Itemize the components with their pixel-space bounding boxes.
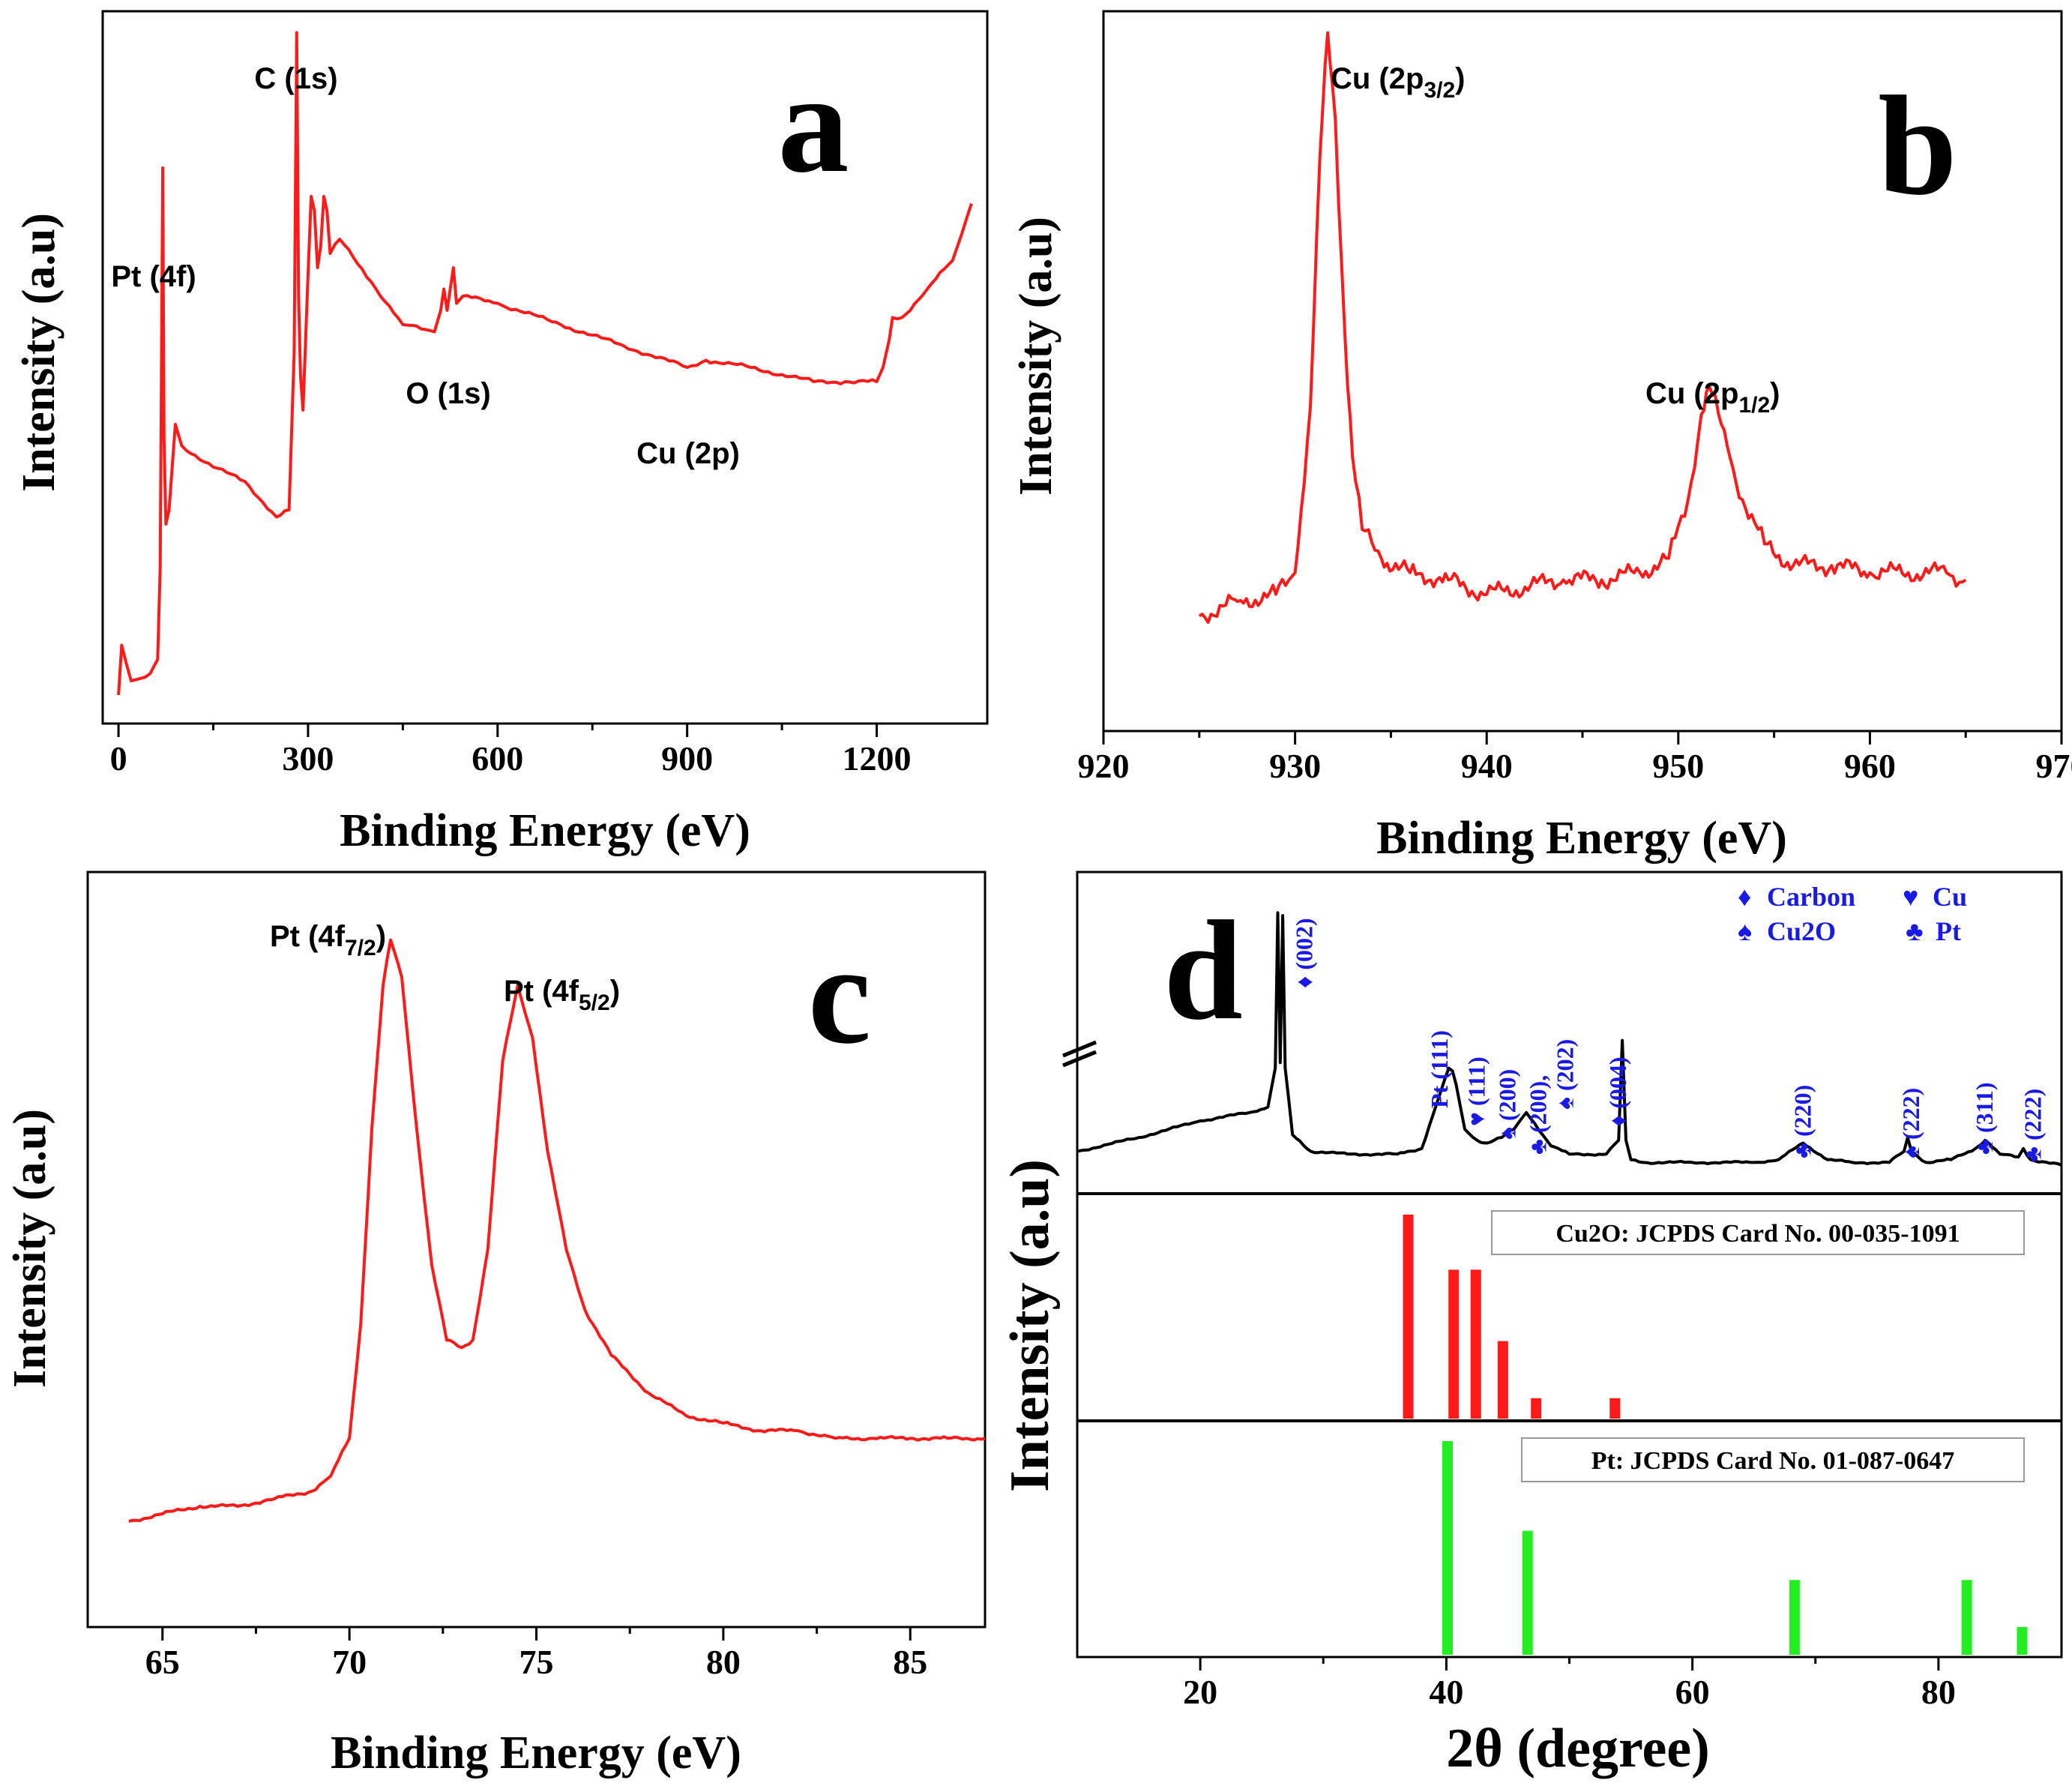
x-tick-label-b-2: 940 [1461, 747, 1513, 785]
x-tick-label-c-1: 70 [332, 1643, 367, 1681]
pt-card-box [1521, 1437, 2025, 1482]
panel-c: 65 70 75 80 85 Binding Energy (eV) Intensity… [4, 871, 987, 1779]
x-tick-label-c-4: 85 [893, 1643, 927, 1681]
panel-c-xlabel: Binding Energy (eV) [331, 1728, 741, 1779]
legend-marker-cu2o: ♠ [1738, 916, 1752, 946]
panel-a: 0 300 600 900 1200 Binding Energy (eV) Inten… [13, 10, 989, 856]
cu2o-ref-bar-5 [1609, 1398, 1621, 1419]
x-tick-label-b-3: 950 [1652, 747, 1704, 785]
hkl-label-10: ♣ (222) [2019, 1089, 2046, 1162]
hkl-marker-heart-icon: ♥ [1463, 1106, 1490, 1126]
x-tick-label-a-0: 0 [110, 739, 127, 778]
panel-d-xlabel: 2θ (degree) [1446, 1718, 1710, 1779]
x-tick-label-c-3: 80 [706, 1643, 741, 1681]
legend-marker-carbon: ♦ [1738, 882, 1751, 912]
legend-label-cu: Cu [1933, 882, 1967, 912]
panel-b-line [1198, 31, 1967, 625]
hkl-marker-spade-icon: ♠ [1897, 1140, 1924, 1158]
x-tick-label-a-2: 600 [472, 739, 523, 778]
x-tick-label-d-3: 80 [1921, 1673, 1956, 1711]
x-tick-label-d-0: 20 [1183, 1673, 1217, 1711]
peak-label-o1s: O (1s) [406, 377, 490, 410]
cu2o-ref-bar-1 [1448, 1269, 1460, 1419]
hkl-label-8: ♠ (222) [1897, 1088, 1924, 1158]
hkl-marker-spade-icon: ♠ [1552, 1091, 1579, 1110]
legend-label-pt: Pt [1936, 916, 1961, 946]
panel-d-legend: ♦ Carbon ♥ Cu ♠ Cu2O ♣ Pt [1738, 882, 1967, 946]
x-tick-label-d-2: 60 [1675, 1673, 1710, 1711]
peak-label-c1s: C (1s) [254, 62, 337, 95]
panel-b-letter: b [1878, 67, 1957, 225]
x-tick-label-a-3: 900 [661, 739, 713, 778]
x-tick-label-c-0: 65 [145, 1643, 180, 1681]
x-tick-label-b-1: 930 [1269, 747, 1321, 785]
panel-a-letter: a [778, 45, 849, 202]
pt-ref-bar-0 [1442, 1441, 1454, 1655]
hkl-marker-diamond-icon: ♦ [1604, 1109, 1631, 1127]
peak-label-cu2p12: Cu (2p1/2) [1645, 377, 1780, 418]
panel-d-xrd-line [1076, 911, 2062, 1167]
panel-d-ylabel: Intensity (a.u) [999, 1159, 1061, 1492]
hkl-marker-club-icon: ♣ [1789, 1137, 1816, 1158]
panel-b-ylabel: Intensity (a.u) [1011, 217, 1061, 496]
panel-c-ylabel: Intensity (a.u) [4, 1109, 55, 1388]
panel-a-xlabel: Binding Energy (eV) [340, 805, 750, 856]
panel-a-line [117, 31, 973, 696]
x-tick-label-c-2: 75 [519, 1643, 554, 1681]
legend-label-carbon: Carbon [1767, 882, 1855, 912]
peak-label-pt4f72: Pt (4f7/2) [270, 920, 386, 960]
peak-label-cu2p32: Cu (2p3/2) [1331, 62, 1465, 103]
cu2o-card-box [1491, 1210, 2025, 1255]
hkl-label-0: ♦ (002) [1291, 918, 1318, 988]
pt-ref-bar-3 [1961, 1580, 1972, 1655]
x-tick-label-b-5: 970 [2036, 747, 2072, 785]
panel-b: 920 930 940 950 960 970 Binding Energy (eV) I… [1011, 10, 2072, 864]
hkl-label-4: ♣ (200), [1525, 1075, 1552, 1155]
axis-break-icon [1062, 1040, 1097, 1068]
peak-label-pt4f: Pt (4f) [111, 260, 196, 293]
pt-ref-bar-4 [2017, 1626, 2028, 1655]
pt-ref-bar-2 [1789, 1580, 1800, 1655]
x-tick-label-a-1: 300 [282, 739, 334, 778]
hkl-marker-spade-icon: ♠ [1493, 1121, 1520, 1140]
legend-label-cu2o: Cu2O [1767, 916, 1836, 946]
hkl-marker-diamond-icon: ♦ [1291, 970, 1318, 988]
hkl-marker-club-icon: ♣ [1971, 1133, 1998, 1155]
legend-marker-cu: ♥ [1903, 882, 1918, 912]
hkl-label-5: ♠ (202) [1552, 1039, 1579, 1110]
hkl-marker-club-icon: ♣ [1525, 1133, 1552, 1155]
panel-d: 20 40 60 80 ♦ (002)Pt (111)♥ (111)♠ (200)♣ … [999, 871, 2063, 1779]
hkl-marker-club-icon: ♣ [2019, 1140, 2046, 1162]
legend-marker-pt: ♣ [1906, 916, 1924, 946]
panel-c-letter: c [808, 916, 871, 1074]
x-tick-label-b-0: 920 [1078, 747, 1130, 785]
hkl-label-1: Pt (111) [1426, 1030, 1453, 1108]
hkl-label-2: ♥ (111) [1463, 1056, 1490, 1126]
pt-ref-bar-1 [1522, 1530, 1533, 1655]
cu2o-card-label: Cu2O: JCPDS Card No. 00-035-1091 [1555, 1220, 1960, 1248]
hkl-label-9: ♣ (311) [1971, 1082, 1998, 1155]
panel-b-xlabel: Binding Energy (eV) [1376, 813, 1787, 864]
panel-c-line [128, 938, 986, 1523]
x-tick-label-b-4: 960 [1844, 747, 1896, 785]
cu2o-ref-bar-2 [1470, 1269, 1481, 1419]
panel-d-letter: d [1163, 892, 1243, 1050]
hkl-label-6: ♦ (004) [1604, 1056, 1631, 1127]
peak-label-pt4f52: Pt (4f5/2) [504, 975, 620, 1015]
x-tick-label-d-1: 40 [1429, 1673, 1463, 1711]
cu2o-ref-bar-0 [1403, 1215, 1414, 1419]
cu2o-ref-bar-3 [1497, 1341, 1508, 1419]
hkl-label-3: ♠ (200) [1493, 1069, 1520, 1140]
panel-a-frame [101, 10, 989, 725]
x-tick-label-a-4: 1200 [843, 739, 912, 778]
peak-label-cu2p: Cu (2p) [636, 437, 740, 470]
hkl-label-7: ♣ (220) [1789, 1085, 1816, 1158]
panel-a-ylabel: Intensity (a.u) [13, 213, 64, 492]
cu2o-ref-bar-4 [1531, 1398, 1542, 1419]
pt-card-label: Pt: JCPDS Card No. 01-087-0647 [1591, 1447, 1954, 1475]
